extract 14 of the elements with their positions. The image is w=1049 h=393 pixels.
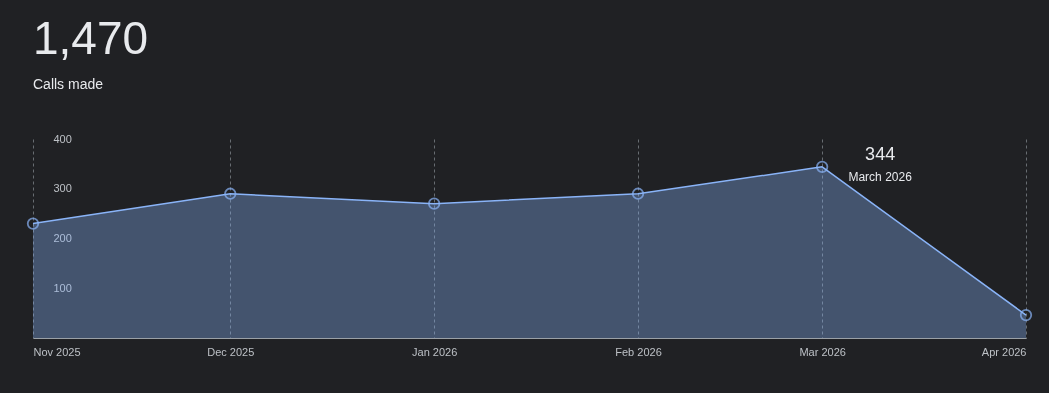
- x-tick-label: Feb 2026: [615, 345, 662, 358]
- y-tick-label: 400: [53, 132, 72, 145]
- x-tick-label: Apr 2026: [981, 345, 1027, 358]
- y-tick-label: 300: [53, 182, 72, 195]
- annotation: 344: [865, 143, 896, 164]
- annotation: March 2026: [848, 169, 913, 184]
- y-tick-label: 200: [53, 232, 72, 244]
- y-tick-label: 100: [53, 281, 72, 294]
- x-tick-label: Dec 2025: [207, 345, 255, 358]
- x-tick-label: Jan 2026: [412, 345, 458, 358]
- x-tick-label: Nov 2025: [33, 345, 81, 358]
- chart-title: 1,470: [33, 12, 149, 64]
- chart-subtitle: Calls made: [33, 76, 104, 92]
- x-tick-label: Mar 2026: [799, 345, 846, 358]
